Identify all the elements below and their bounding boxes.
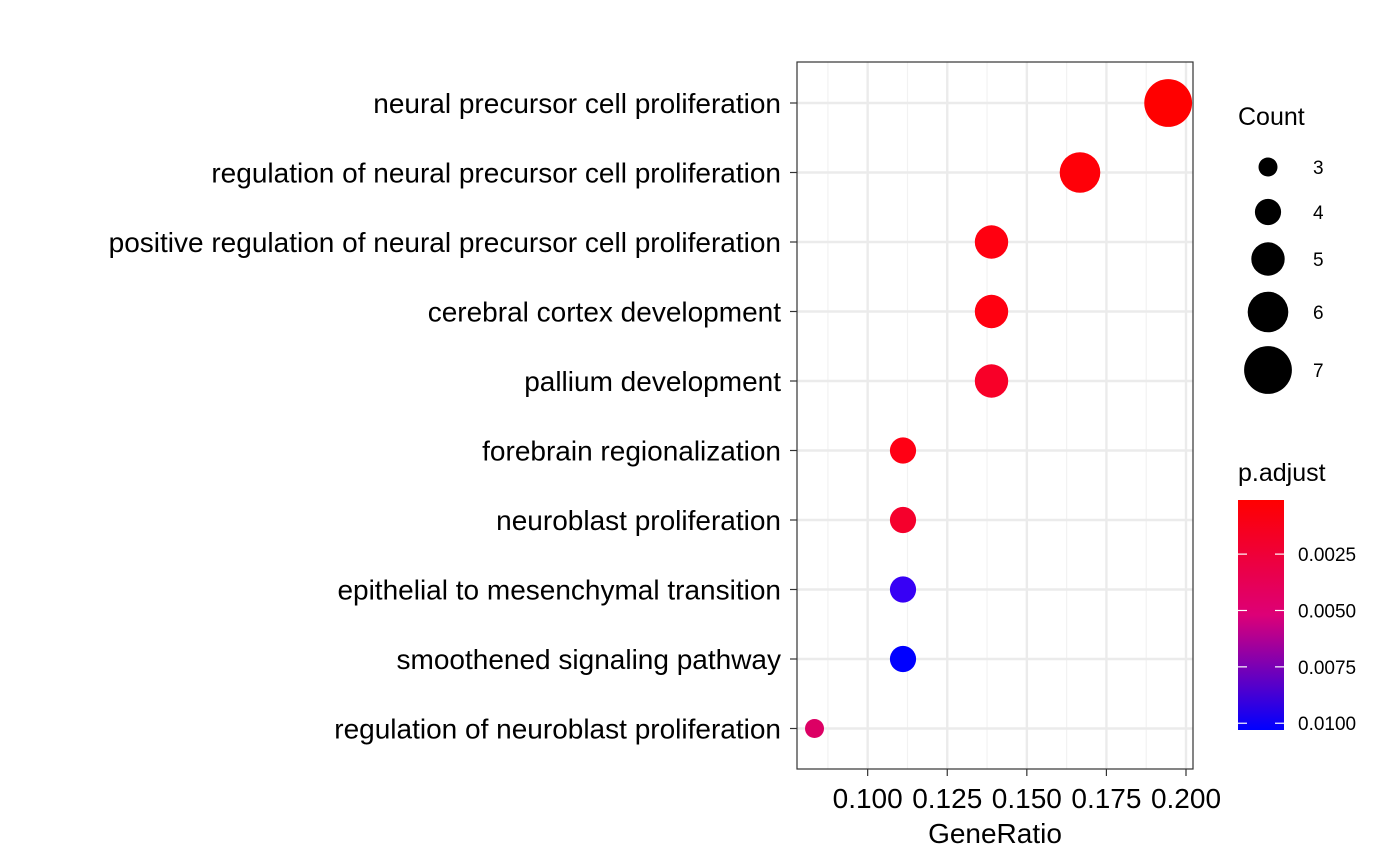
data-point xyxy=(974,225,1009,259)
size-legend-key xyxy=(1251,242,1285,276)
size-legend-label: 4 xyxy=(1313,203,1324,224)
data-point xyxy=(974,364,1009,398)
x-tick-label: 0.150 xyxy=(992,783,1062,814)
panel-border xyxy=(796,61,1194,770)
y-tick-label: smoothened signaling pathway xyxy=(397,644,781,675)
y-tick-label: positive regulation of neural precursor … xyxy=(109,227,781,258)
y-tick-label: forebrain regionalization xyxy=(482,436,781,467)
y-tick-label: pallium development xyxy=(524,366,781,397)
size-legend-key xyxy=(1258,157,1278,177)
x-tick-label: 0.100 xyxy=(833,783,903,814)
data-points xyxy=(805,79,1193,738)
y-tick-label: regulation of neuroblast proliferation xyxy=(334,714,781,745)
data-point xyxy=(889,437,917,464)
y-tick-label: cerebral cortex development xyxy=(428,297,782,328)
y-tick-label: epithelial to mesenchymal transition xyxy=(337,575,781,606)
size-legend-label: 6 xyxy=(1313,303,1324,324)
size-legend-key xyxy=(1247,291,1289,333)
size-legend-label: 7 xyxy=(1313,361,1324,382)
color-legend-label: 0.0075 xyxy=(1298,658,1356,679)
x-tick-label: 0.125 xyxy=(912,783,982,814)
data-point xyxy=(889,506,917,534)
data-point xyxy=(889,645,917,673)
x-axis-title: GeneRatio xyxy=(928,818,1062,849)
size-legend: Count 3 4 5 6 7 xyxy=(1238,103,1324,394)
data-point xyxy=(805,719,825,738)
size-legend-title: Count xyxy=(1238,103,1305,131)
color-bar xyxy=(1238,500,1284,730)
size-legend-key xyxy=(1254,198,1282,226)
data-point xyxy=(974,294,1009,329)
size-legend-label: 5 xyxy=(1313,250,1324,271)
size-legend-key xyxy=(1244,346,1292,394)
y-tick-label: neuroblast proliferation xyxy=(496,505,781,536)
color-legend: p.adjust 0.0025 0.0050 0.0075 0.0100 xyxy=(1238,459,1356,735)
y-axis: neural precursor cell proliferation regul… xyxy=(109,88,797,745)
x-tick-label: 0.200 xyxy=(1151,783,1221,814)
color-legend-label: 0.0050 xyxy=(1298,601,1356,622)
color-legend-label: 0.0025 xyxy=(1298,545,1356,566)
size-legend-label: 3 xyxy=(1313,158,1324,179)
data-point xyxy=(1059,152,1101,193)
data-point xyxy=(1144,79,1193,127)
grid xyxy=(797,62,1193,769)
color-legend-label: 0.0100 xyxy=(1298,714,1356,735)
x-tick-label: 0.175 xyxy=(1071,783,1141,814)
color-legend-title: p.adjust xyxy=(1238,459,1326,487)
data-point xyxy=(889,576,917,603)
x-axis: 0.100 0.125 0.150 0.175 0.200 xyxy=(833,769,1221,814)
y-tick-label: neural precursor cell proliferation xyxy=(373,88,781,119)
y-tick-label: regulation of neural precursor cell prol… xyxy=(211,158,781,189)
